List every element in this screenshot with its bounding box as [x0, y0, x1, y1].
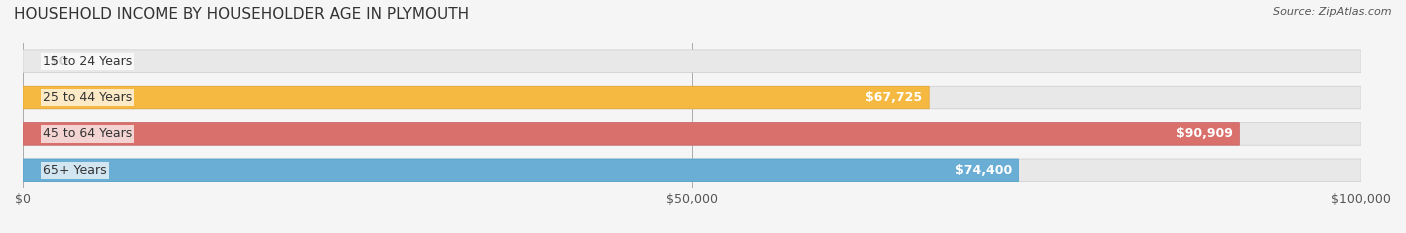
Text: Source: ZipAtlas.com: Source: ZipAtlas.com: [1274, 7, 1392, 17]
Text: $0: $0: [49, 55, 67, 68]
Text: 45 to 64 Years: 45 to 64 Years: [44, 127, 132, 140]
FancyBboxPatch shape: [22, 123, 1361, 145]
Text: 65+ Years: 65+ Years: [44, 164, 107, 177]
FancyBboxPatch shape: [22, 86, 1361, 109]
Text: HOUSEHOLD INCOME BY HOUSEHOLDER AGE IN PLYMOUTH: HOUSEHOLD INCOME BY HOUSEHOLDER AGE IN P…: [14, 7, 470, 22]
FancyBboxPatch shape: [22, 123, 1240, 145]
FancyBboxPatch shape: [22, 50, 1361, 72]
FancyBboxPatch shape: [22, 86, 929, 109]
Text: $67,725: $67,725: [865, 91, 922, 104]
Text: 15 to 24 Years: 15 to 24 Years: [44, 55, 132, 68]
FancyBboxPatch shape: [22, 159, 1361, 182]
Text: 25 to 44 Years: 25 to 44 Years: [44, 91, 132, 104]
Text: $90,909: $90,909: [1175, 127, 1233, 140]
Text: $74,400: $74,400: [955, 164, 1012, 177]
FancyBboxPatch shape: [22, 159, 1018, 182]
